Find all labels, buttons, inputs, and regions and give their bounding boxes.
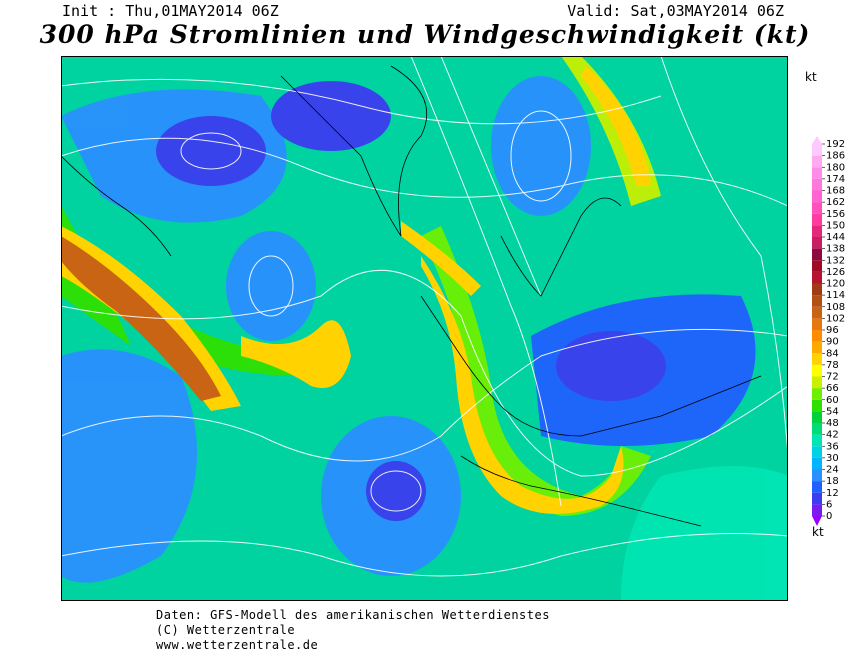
tick-label: 30 <box>826 453 839 464</box>
tick-label: 66 <box>826 383 839 394</box>
color-swatch <box>812 202 822 214</box>
tick-label: 54 <box>826 406 839 417</box>
color-swatch <box>812 446 822 458</box>
tick-label: 144 <box>826 232 845 243</box>
color-swatch <box>812 504 822 516</box>
tick-label: 78 <box>826 360 839 371</box>
color-swatch <box>812 155 822 168</box>
color-swatch <box>812 190 822 203</box>
tick-label: 6 <box>826 499 832 510</box>
tick-label: 24 <box>826 465 839 476</box>
tick-label: 60 <box>826 395 839 406</box>
tick-label: 36 <box>826 441 839 452</box>
color-swatch <box>812 283 822 296</box>
tick-label: 48 <box>826 418 839 429</box>
footer-line: Daten: GFS-Modell des amerikanischen Wet… <box>156 608 550 622</box>
tick-label: 126 <box>826 267 845 278</box>
color-swatch <box>812 481 822 493</box>
color-swatch <box>812 178 822 191</box>
color-swatch <box>812 295 822 307</box>
color-swatch <box>812 469 822 482</box>
tick-label: 150 <box>826 220 845 231</box>
color-swatch <box>812 457 822 470</box>
init-time: Init : Thu,01MAY2014 06Z <box>62 2 279 20</box>
tick-label: 186 <box>826 151 845 162</box>
tick-label: 102 <box>826 313 845 324</box>
tick-label: 84 <box>826 348 839 359</box>
tick-label: 174 <box>826 174 845 185</box>
tick-label: 132 <box>826 255 845 266</box>
color-bar: 0612182430364248546066727884909610210811… <box>812 136 845 526</box>
color-swatch <box>812 376 822 389</box>
color-swatch <box>812 213 822 226</box>
color-swatch <box>812 516 822 526</box>
color-swatch <box>812 434 822 447</box>
color-swatch <box>812 248 822 261</box>
color-swatch <box>812 423 822 435</box>
color-swatch <box>812 330 822 342</box>
footer: Daten: GFS-Modell des amerikanischen Wet… <box>156 608 550 653</box>
color-swatch <box>812 364 822 377</box>
color-swatch <box>812 388 822 400</box>
tick-label: 90 <box>826 337 839 348</box>
color-swatch <box>812 318 822 330</box>
tick-label: 0 <box>826 511 832 522</box>
color-swatch <box>812 492 822 505</box>
color-swatch <box>812 225 822 237</box>
valid-time: Valid: Sat,03MAY2014 06Z <box>567 2 784 20</box>
tick-label: 42 <box>826 430 839 441</box>
map-title: 300 hPa Stromlinien und Windgeschwindigk… <box>39 20 811 49</box>
tick-label: 96 <box>826 325 839 336</box>
footer-line: www.wetterzentrale.de <box>156 638 319 652</box>
footer-line: (C) Wetterzentrale <box>156 623 296 637</box>
color-swatch <box>812 237 822 249</box>
tick-label: 168 <box>826 186 845 197</box>
color-swatch <box>812 399 822 412</box>
unit-label: kt <box>805 70 817 84</box>
tick-label: 120 <box>826 279 845 290</box>
tick-label: 138 <box>826 244 845 255</box>
color-swatch <box>812 411 822 423</box>
tick-label: 114 <box>826 290 845 301</box>
tick-label: 18 <box>826 476 839 487</box>
unit-label: kt <box>812 525 824 539</box>
color-swatch <box>812 271 822 284</box>
tick-label: 108 <box>826 302 845 313</box>
map <box>61 56 788 601</box>
tick-label: 192 <box>826 139 845 150</box>
color-swatch <box>812 353 822 365</box>
color-swatch <box>812 167 822 179</box>
color-swatch <box>812 306 822 319</box>
color-swatch <box>812 136 822 156</box>
tick-label: 180 <box>826 162 845 173</box>
color-swatch <box>812 341 822 354</box>
tick-label: 72 <box>826 372 839 383</box>
tick-label: 156 <box>826 209 845 220</box>
tick-label: 162 <box>826 197 845 208</box>
tick-label: 12 <box>826 488 839 499</box>
color-swatch <box>812 260 822 272</box>
